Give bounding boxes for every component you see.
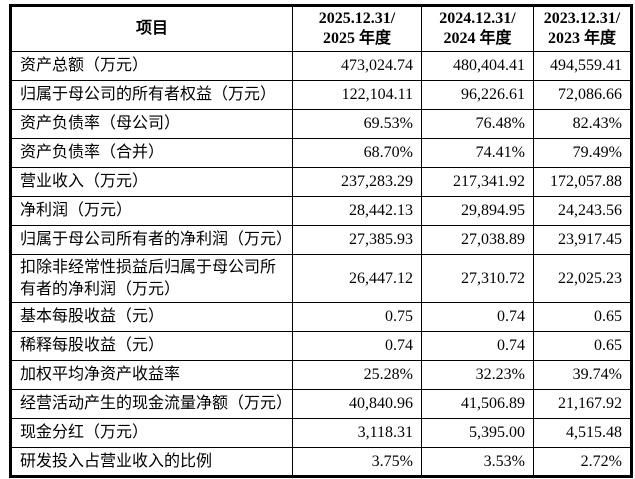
row-value: 28,442.13 bbox=[292, 196, 422, 226]
table-row: 扣除非经常性损益后归属于母公司所有者的净利润（万元） 26,447.12 27,31… bbox=[10, 253, 632, 304]
table-header: 项目 2025.12.31/ 2025 年度 2024.12.31/ 2024 … bbox=[10, 5, 632, 52]
row-value: 122,104.11 bbox=[292, 80, 422, 110]
row-label: 研发投入占营业收入的比例 bbox=[10, 447, 293, 478]
table-body: 资产总额（万元） 473,024.74 480,404.41 494,559.41 归属… bbox=[10, 51, 632, 478]
row-label: 资产总额（万元） bbox=[10, 51, 293, 81]
row-value: 0.74 bbox=[421, 302, 534, 333]
row-value: 27,385.93 bbox=[292, 225, 422, 255]
row-value: 82.43% bbox=[533, 109, 632, 139]
table-row: 现金分红（万元） 3,118.31 5,395.00 4,515.48 bbox=[10, 418, 632, 449]
row-value: 0.74 bbox=[421, 331, 534, 362]
row-value: 41,506.89 bbox=[421, 389, 534, 420]
table-row: 净利润（万元） 28,442.13 29,894.95 24,243.56 bbox=[10, 196, 632, 226]
header-item-column: 项目 bbox=[10, 5, 293, 52]
row-value: 23,917.45 bbox=[533, 225, 632, 255]
row-label: 经营活动产生的现金流量净额（万元） bbox=[10, 389, 293, 420]
row-label: 归属于母公司的所有者权益（万元） bbox=[10, 80, 293, 110]
row-value: 72,086.66 bbox=[533, 80, 632, 110]
row-value: 3.75% bbox=[292, 447, 422, 478]
row-value: 0.74 bbox=[292, 331, 422, 362]
row-value: 473,024.74 bbox=[292, 51, 422, 81]
row-label: 资产负债率（合并） bbox=[10, 138, 293, 168]
table-row: 资产总额（万元） 473,024.74 480,404.41 494,559.41 bbox=[10, 51, 632, 81]
table-row: 资产负债率（合并） 68.70% 74.41% 79.49% bbox=[10, 138, 632, 168]
row-value: 21,167.92 bbox=[533, 389, 632, 420]
row-value: 494,559.41 bbox=[533, 51, 632, 81]
row-label: 营业收入（万元） bbox=[10, 167, 293, 197]
row-label: 净利润（万元） bbox=[10, 196, 293, 226]
header-period-2025-year: 2025 年度 bbox=[322, 30, 391, 47]
row-value: 40,840.96 bbox=[292, 389, 422, 420]
row-value: 4,515.48 bbox=[533, 418, 632, 449]
table-row: 基本每股收益（元） 0.75 0.74 0.65 bbox=[10, 302, 632, 333]
header-period-2023-date: 2023.12.31/ bbox=[543, 10, 621, 27]
table-row: 稀释每股收益（元） 0.74 0.74 0.65 bbox=[10, 331, 632, 362]
table-row: 研发投入占营业收入的比例 3.75% 3.53% 2.72% bbox=[10, 447, 632, 478]
row-value: 0.65 bbox=[533, 331, 632, 362]
row-value: 26,447.12 bbox=[292, 253, 422, 304]
header-period-2024-date: 2024.12.31/ bbox=[439, 10, 516, 27]
financial-summary-table: 项目 2025.12.31/ 2025 年度 2024.12.31/ 2024 … bbox=[9, 4, 633, 479]
row-value: 39.74% bbox=[533, 360, 632, 391]
row-value: 3.53% bbox=[421, 447, 534, 478]
row-value: 24,243.56 bbox=[533, 196, 632, 226]
row-value: 29,894.95 bbox=[421, 196, 534, 226]
header-item-label: 项目 bbox=[135, 20, 168, 37]
table-row: 经营活动产生的现金流量净额（万元） 40,840.96 41,506.89 21,16… bbox=[10, 389, 632, 420]
header-period-2024: 2024.12.31/ 2024 年度 bbox=[421, 5, 534, 52]
row-value: 69.53% bbox=[292, 109, 422, 139]
header-period-2023-year: 2023 年度 bbox=[547, 30, 616, 47]
row-value: 0.65 bbox=[533, 302, 632, 333]
row-value: 5,395.00 bbox=[421, 418, 534, 449]
row-label: 扣除非经常性损益后归属于母公司所有者的净利润（万元） bbox=[10, 253, 293, 304]
row-label: 基本每股收益（元） bbox=[10, 302, 293, 333]
table-row: 加权平均净资产收益率 25.28% 32.23% 39.74% bbox=[10, 360, 632, 391]
row-value: 32.23% bbox=[421, 360, 534, 391]
header-period-2025: 2025.12.31/ 2025 年度 bbox=[292, 5, 422, 52]
row-value: 79.49% bbox=[533, 138, 632, 168]
row-value: 2.72% bbox=[533, 447, 632, 478]
row-value: 27,310.72 bbox=[421, 253, 534, 304]
table-row: 归属于母公司所有者的净利润（万元） 27,385.93 27,038.89 23,91… bbox=[10, 225, 632, 255]
table-row: 营业收入（万元） 237,283.29 217,341.92 172,057.88 bbox=[10, 167, 632, 197]
row-value: 3,118.31 bbox=[292, 418, 422, 449]
header-period-2024-year: 2024 年度 bbox=[443, 30, 512, 47]
row-value: 237,283.29 bbox=[292, 167, 422, 197]
row-label: 稀释每股收益（元） bbox=[10, 331, 293, 362]
header-row: 项目 2025.12.31/ 2025 年度 2024.12.31/ 2024 … bbox=[10, 5, 632, 52]
row-label: 归属于母公司所有者的净利润（万元） bbox=[10, 225, 293, 255]
row-value: 68.70% bbox=[292, 138, 422, 168]
header-period-2023: 2023.12.31/ 2023 年度 bbox=[533, 5, 632, 52]
row-value: 480,404.41 bbox=[421, 51, 534, 81]
table-row: 资产负债率（母公司） 69.53% 76.48% 82.43% bbox=[10, 109, 632, 139]
row-value: 74.41% bbox=[421, 138, 534, 168]
row-value: 0.75 bbox=[292, 302, 422, 333]
row-value: 217,341.92 bbox=[421, 167, 534, 197]
row-value: 25.28% bbox=[292, 360, 422, 391]
row-label: 加权平均净资产收益率 bbox=[10, 360, 293, 391]
row-value: 76.48% bbox=[421, 109, 534, 139]
header-period-2025-date: 2025.12.31/ bbox=[318, 10, 396, 27]
row-label: 现金分红（万元） bbox=[10, 418, 293, 449]
table-row: 归属于母公司的所有者权益（万元） 122,104.11 96,226.61 72,08… bbox=[10, 80, 632, 110]
row-value: 27,038.89 bbox=[421, 225, 534, 255]
row-label: 资产负债率（母公司） bbox=[10, 109, 293, 139]
row-value: 22,025.23 bbox=[533, 253, 632, 304]
row-value: 172,057.88 bbox=[533, 167, 632, 197]
row-value: 96,226.61 bbox=[421, 80, 534, 110]
